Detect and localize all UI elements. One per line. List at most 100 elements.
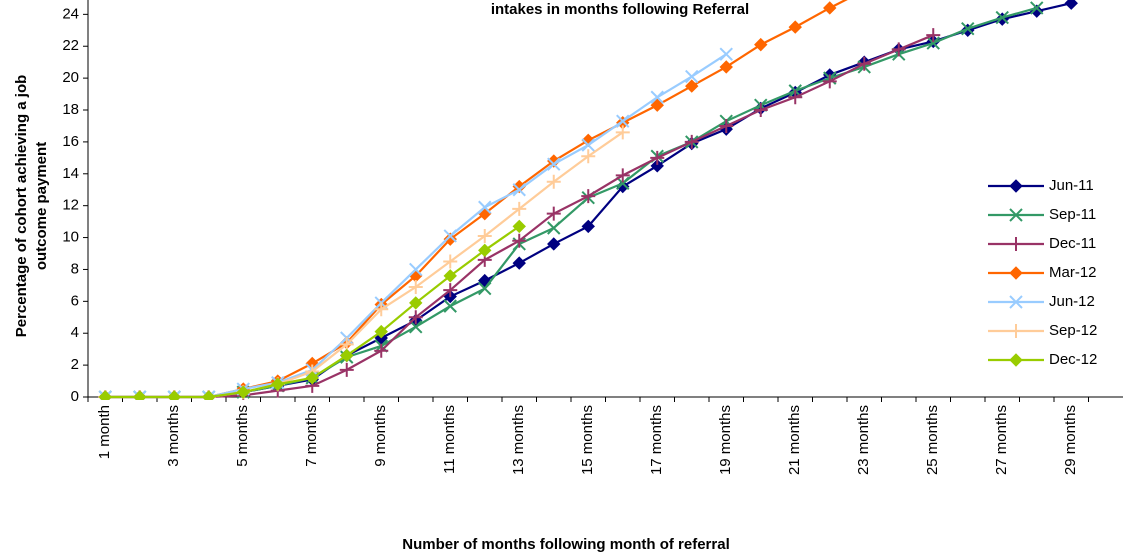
marker <box>1009 179 1023 193</box>
marker <box>271 377 285 391</box>
legend-label: Sep-12 <box>1049 322 1097 339</box>
x-tick-label: 1 month <box>96 405 113 459</box>
marker <box>581 138 595 152</box>
marker <box>753 103 768 118</box>
y-axis-label: Percentage of cohort achieving a job <box>13 75 30 338</box>
y-tick-label: 4 <box>71 324 79 341</box>
marker <box>615 125 630 140</box>
y-tick-label: 0 <box>71 388 79 405</box>
marker <box>616 114 630 128</box>
marker <box>995 10 1009 25</box>
x-tick-label: 13 months <box>510 405 527 475</box>
series-line <box>105 0 848 399</box>
marker <box>581 189 596 204</box>
y-tick-label: 10 <box>62 229 79 246</box>
marker <box>408 310 423 325</box>
marker <box>650 90 664 104</box>
x-tick-label: 23 months <box>855 405 872 475</box>
marker <box>202 390 216 400</box>
marker <box>650 159 664 173</box>
marker <box>685 69 699 84</box>
legend-label: Mar-12 <box>1049 264 1097 281</box>
marker <box>581 219 595 234</box>
y-tick-label: 22 <box>62 37 79 54</box>
legend-label: Dec-12 <box>1049 351 1097 368</box>
x-tick-label: 27 months <box>993 405 1010 475</box>
marker <box>1009 208 1023 222</box>
marker <box>478 281 492 296</box>
marker <box>547 157 561 171</box>
marker <box>512 183 526 197</box>
marker <box>823 1 837 15</box>
marker <box>443 254 458 269</box>
marker <box>409 296 423 310</box>
marker <box>409 320 423 334</box>
marker <box>512 219 526 234</box>
x-tick-label: 25 months <box>924 405 941 475</box>
marker <box>477 228 492 243</box>
y-tick-label: 24 <box>62 5 79 22</box>
x-tick-label: 17 months <box>648 405 665 475</box>
marker <box>443 229 457 243</box>
marker <box>443 283 458 298</box>
marker <box>650 98 664 112</box>
x-tick-label: 7 months <box>303 405 320 467</box>
y-tick-label: 8 <box>71 260 79 277</box>
marker <box>443 232 457 246</box>
marker <box>409 262 423 277</box>
marker <box>305 371 319 385</box>
series-line <box>105 131 624 399</box>
marker <box>650 150 665 165</box>
marker <box>822 74 837 89</box>
x-tick-label: 11 months <box>441 405 458 474</box>
marker <box>581 149 596 164</box>
marker <box>1009 353 1023 367</box>
marker <box>133 390 147 400</box>
marker <box>340 348 354 363</box>
marker <box>478 200 492 214</box>
chart-title: intakes in months following Referral <box>491 1 749 18</box>
y-tick-label: 12 <box>62 197 79 214</box>
legend-label: Sep-11 <box>1049 206 1096 223</box>
marker <box>1030 1 1044 15</box>
marker <box>684 134 699 149</box>
x-tick-label: 15 months <box>579 405 596 475</box>
marker <box>788 20 802 34</box>
marker <box>167 390 181 400</box>
x-tick-label: 5 months <box>234 405 251 467</box>
marker <box>926 28 941 43</box>
marker <box>754 37 768 52</box>
y-tick-label: 14 <box>62 165 79 182</box>
marker <box>891 42 906 57</box>
y-tick-label: 6 <box>71 292 79 309</box>
y-tick-label: 18 <box>62 101 79 118</box>
marker <box>236 385 250 399</box>
marker <box>616 176 630 191</box>
marker <box>478 243 492 258</box>
legend-label: Jun-11 <box>1049 177 1094 194</box>
legend-label: Dec-11 <box>1049 235 1096 252</box>
x-tick-label: 3 months <box>165 405 182 467</box>
x-tick-label: 29 months <box>1062 405 1079 475</box>
x-tick-label: 9 months <box>372 405 389 467</box>
marker <box>685 79 699 93</box>
x-tick-label: 21 months <box>786 405 803 475</box>
marker <box>512 201 527 216</box>
marker <box>374 302 389 317</box>
marker <box>98 390 112 400</box>
marker <box>547 221 561 235</box>
marker <box>1009 237 1023 251</box>
series-line <box>105 53 727 399</box>
marker <box>1009 324 1023 338</box>
marker <box>443 299 457 313</box>
marker <box>719 60 733 74</box>
marker <box>1009 295 1023 309</box>
marker <box>926 36 940 50</box>
x-axis-label: Number of months following month of refe… <box>402 536 730 553</box>
marker <box>719 47 733 61</box>
marker <box>719 118 734 133</box>
y-tick-label: 16 <box>62 133 79 150</box>
y-axis-label: outcome payment <box>33 142 50 270</box>
marker <box>788 90 803 105</box>
